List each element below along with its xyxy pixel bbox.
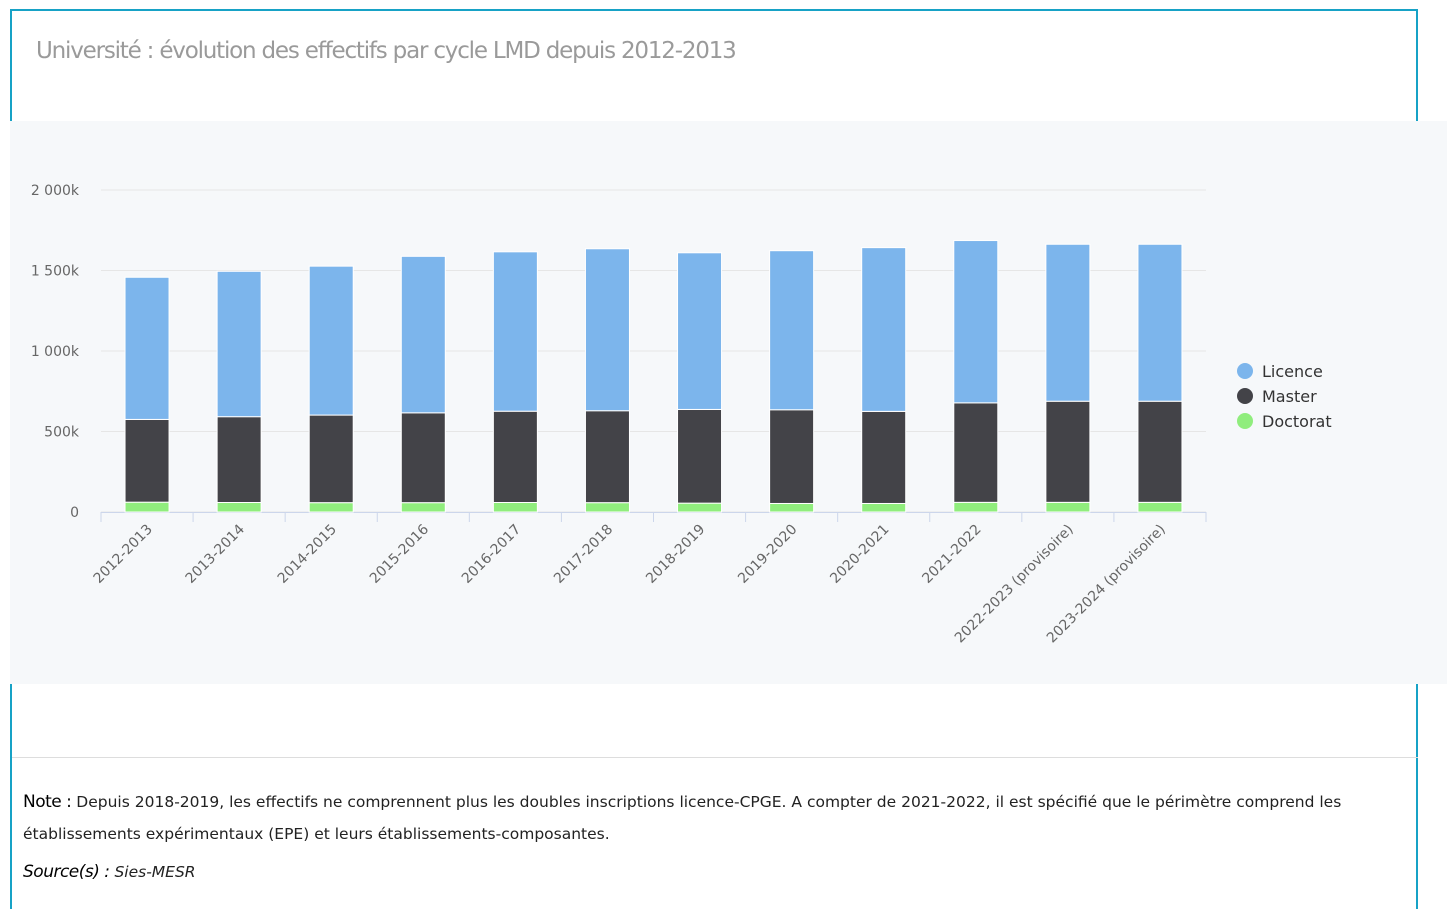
legend-label-master: Master [1262, 387, 1317, 406]
bar-licence [124, 276, 170, 420]
legend-marker-licence [1237, 363, 1253, 379]
note-paragraph: Note : Depuis 2018-2019, les effectifs n… [23, 786, 1403, 850]
y-tick-label: 2 000k [31, 183, 80, 199]
bar-doctorat [953, 501, 999, 513]
bar-licence [769, 250, 815, 411]
bar-licence [308, 265, 354, 416]
bar-master [953, 402, 999, 503]
bar-doctorat [1045, 501, 1091, 513]
bar-master [584, 410, 630, 504]
bar-master [216, 416, 262, 504]
bar-licence [677, 252, 723, 410]
bar-licence [1045, 243, 1091, 402]
bar-doctorat [1137, 501, 1183, 513]
bar-master [677, 408, 723, 504]
bar-doctorat [584, 502, 630, 513]
bar-doctorat [400, 502, 446, 513]
bar-doctorat [769, 502, 815, 513]
x-tick-label: 2020-2021 [827, 522, 892, 587]
legend-marker-doctorat [1237, 413, 1253, 429]
bar-licence [400, 255, 446, 414]
bar-master [492, 410, 538, 504]
legend-label-doctorat: Doctorat [1262, 412, 1332, 431]
divider [12, 757, 1418, 758]
y-tick-label: 1 500k [31, 264, 80, 280]
bar-licence [584, 248, 630, 412]
x-tick-label: 2018-2019 [643, 522, 708, 587]
y-tick-label: 1 000k [31, 344, 80, 360]
chart-area: 0 500k 1 000k 1 500k 2 000k 2012-2013 2013-201… [10, 121, 1447, 684]
x-tick-label: 2013-2014 [183, 521, 248, 586]
x-tick-label: 2014-2015 [275, 522, 340, 587]
x-tick-label: 2012-2013 [91, 522, 156, 587]
bar-doctorat [677, 502, 723, 513]
source-label: Source(s) : [23, 862, 110, 882]
bar-master [400, 412, 446, 504]
bar-licence [861, 247, 907, 412]
bar-doctorat [124, 501, 170, 513]
x-tick-label: 2021-2022 [919, 522, 984, 587]
y-tick-label: 500k [44, 425, 80, 441]
bar-master [1045, 400, 1091, 503]
bar-doctorat [216, 502, 262, 513]
bar-doctorat [861, 502, 907, 513]
bar-licence [1137, 243, 1183, 402]
legend-label-licence: Licence [1262, 362, 1323, 381]
bar-doctorat [492, 502, 538, 513]
bar-master [1137, 400, 1183, 503]
source-line: Source(s) : Sies-MESR [23, 862, 196, 882]
bar-master [308, 414, 354, 504]
bar-doctorat [308, 502, 354, 513]
x-tick-label: 2017-2018 [551, 522, 616, 587]
bar-master [124, 418, 170, 503]
note-text: Depuis 2018-2019, les effectifs ne compr… [23, 793, 1342, 843]
x-tick-label: 2015-2016 [367, 521, 432, 586]
x-tick-label: 2016-2017 [459, 522, 524, 587]
bar-master [861, 410, 907, 504]
y-tick-label: 0 [70, 505, 79, 521]
x-tick-label: 2019-2020 [735, 522, 800, 587]
legend-marker-master [1237, 388, 1253, 404]
bar-licence [953, 240, 999, 404]
bar-licence [492, 251, 538, 412]
stacked-bar-chart: 0 500k 1 000k 1 500k 2 000k 2012-2013 2013-201… [31, 183, 1332, 646]
bar-master [769, 409, 815, 504]
source-text: Sies-MESR [109, 863, 196, 881]
chart-title: Université : évolution des effectifs par… [36, 38, 737, 64]
bar-licence [216, 270, 262, 418]
note-label: Note : [23, 792, 72, 812]
